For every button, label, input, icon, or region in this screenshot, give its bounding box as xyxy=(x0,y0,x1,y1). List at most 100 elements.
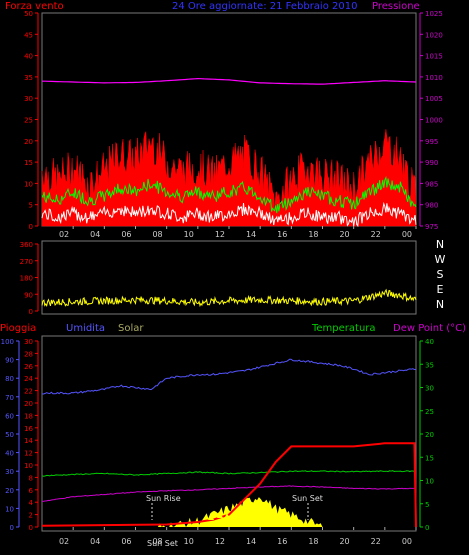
pressure-line xyxy=(42,77,417,85)
sun-triangle-icon xyxy=(217,512,223,518)
x-tick-label: 20 xyxy=(339,230,349,239)
humidity-tick-label: 60 xyxy=(5,412,14,420)
humidity-line xyxy=(41,358,416,395)
wind-axis-title: Forza vento xyxy=(5,1,64,12)
sun-triangle-icon xyxy=(224,513,230,519)
wind-axis: 0 5 10 15 20 25 30 35 40 45 50 xyxy=(24,10,39,231)
rain-tick-label: 16 xyxy=(24,425,33,433)
x-tick-label: 10 xyxy=(184,537,194,546)
pressure-tick-label: 990 xyxy=(425,159,438,167)
pressure-tick-label: 1000 xyxy=(425,117,443,125)
direction-tick-label: 0 xyxy=(29,308,33,316)
wind-tick-label: 40 xyxy=(24,53,33,61)
rain-tick-label: 24 xyxy=(24,375,33,383)
pressure-tick-label: 1010 xyxy=(425,74,443,82)
wind-tick-label: 5 xyxy=(29,202,33,210)
wind-tick-label: 20 xyxy=(24,138,33,146)
sun-rise-label: Sun Rise xyxy=(146,494,181,503)
x-tick-label: 10 xyxy=(184,230,194,239)
humidity-tick-label: 0 xyxy=(10,524,14,532)
sun-triangle-icon xyxy=(208,514,214,520)
pressure-axis: 975 980 985 990 995 1000 1005 1010 1015 1020 1025 xyxy=(419,10,443,231)
pressure-tick-label: 1005 xyxy=(425,95,443,103)
rain-tick-label: 0 xyxy=(29,524,33,532)
dewpoint-line xyxy=(41,485,417,502)
rain-tick-label: 14 xyxy=(24,437,33,445)
rain-line xyxy=(41,442,417,528)
compass-label-n: N xyxy=(436,238,444,251)
x-tick-label: 08 xyxy=(152,230,162,239)
x-tick-label: 22 xyxy=(371,537,381,546)
x-tick-label: 02 xyxy=(59,230,69,239)
wind-tick-label: 10 xyxy=(24,180,33,188)
rain-tick-label: 22 xyxy=(24,388,33,396)
direction-plot-area xyxy=(41,288,417,308)
x-tick-label: 00 xyxy=(402,230,412,239)
compass-label-n: N xyxy=(436,298,444,311)
temp-tick-label: 35 xyxy=(425,361,434,369)
x-tick-label: 18 xyxy=(308,230,318,239)
x-tick-label: 12 xyxy=(215,230,225,239)
rain-tick-label: 8 xyxy=(29,474,33,482)
compass-label-e: E xyxy=(437,283,444,296)
pressure-tick-label: 980 xyxy=(425,202,438,210)
dewpoint-axis-title: Dew Point (°C) xyxy=(393,323,466,334)
rain-panel-axes: 0102030405060708090100024681012141618202… xyxy=(1,338,434,532)
pressure-tick-label: 995 xyxy=(425,138,438,146)
direction-tick-label: 270 xyxy=(20,258,33,266)
humidity-tick-label: 30 xyxy=(5,468,14,476)
humidity-tick-label: 80 xyxy=(5,375,14,383)
wind-tick-label: 50 xyxy=(24,10,33,18)
rain-tick-label: 30 xyxy=(24,338,33,346)
humidity-tick-label: 90 xyxy=(5,357,14,365)
rain-panel-frame xyxy=(41,335,417,532)
direction-panel-frame xyxy=(41,240,417,315)
rain-tick-label: 28 xyxy=(24,350,33,358)
humidity-tick-label: 100 xyxy=(1,338,14,346)
compass-label-s: S xyxy=(437,268,444,281)
rain-axis-title: Pioggia xyxy=(0,323,36,334)
pressure-tick-label: 985 xyxy=(425,180,438,188)
rain-x-axis: 02 04 06 08 10 12 14 16 18 20 22 00 xyxy=(59,527,417,546)
wind-avg-line xyxy=(41,175,417,214)
direction-tick-label: 360 xyxy=(20,241,33,249)
x-tick-label: 20 xyxy=(339,537,349,546)
temp-tick-label: 25 xyxy=(425,408,434,416)
compass-label-w: W xyxy=(435,253,446,266)
pressure-tick-label: 1020 xyxy=(425,31,443,39)
direction-tick-label: 180 xyxy=(20,275,33,283)
x-tick-label: 18 xyxy=(308,537,318,546)
temp-tick-label: 10 xyxy=(425,478,434,486)
chart-title: 24 Ore aggiornate: 21 Febbraio 2010 xyxy=(172,1,357,12)
sun-set-label: Sun Set xyxy=(292,494,323,503)
humidity-tick-label: 70 xyxy=(5,394,14,402)
x-tick-label: 02 xyxy=(59,537,69,546)
wind-tick-label: 0 xyxy=(29,223,33,231)
pressure-tick-label: 1025 xyxy=(425,10,443,18)
wind-gust-area xyxy=(41,129,417,227)
x-tick-label: 16 xyxy=(277,230,287,239)
rain-tick-label: 20 xyxy=(24,400,33,408)
wind-tick-label: 45 xyxy=(24,31,33,39)
humidity-tick-label: 20 xyxy=(5,487,14,495)
rain-tick-label: 6 xyxy=(29,487,34,495)
x-tick-label: 06 xyxy=(121,537,131,546)
x-tick-label: 14 xyxy=(246,230,256,239)
direction-axis: 0 90 180 270 360 xyxy=(20,241,39,316)
direction-tick-label: 90 xyxy=(24,291,33,299)
temperature-axis-title: Temperatura xyxy=(311,323,376,334)
solar-label: Solar xyxy=(118,323,144,334)
pressure-tick-label: 975 xyxy=(425,223,438,231)
wind-tick-label: 25 xyxy=(24,117,33,125)
rain-tick-label: 26 xyxy=(24,363,33,371)
temp-tick-label: 0 xyxy=(425,524,429,532)
temp-tick-label: 20 xyxy=(425,431,434,439)
pressure-tick-label: 1015 xyxy=(425,53,443,61)
humidity-axis-title: Umidita xyxy=(66,323,105,334)
temperature-line xyxy=(41,470,417,477)
temp-tick-label: 40 xyxy=(425,338,434,346)
x-tick-label: 08 xyxy=(152,537,162,546)
humidity-tick-label: 50 xyxy=(5,431,14,439)
